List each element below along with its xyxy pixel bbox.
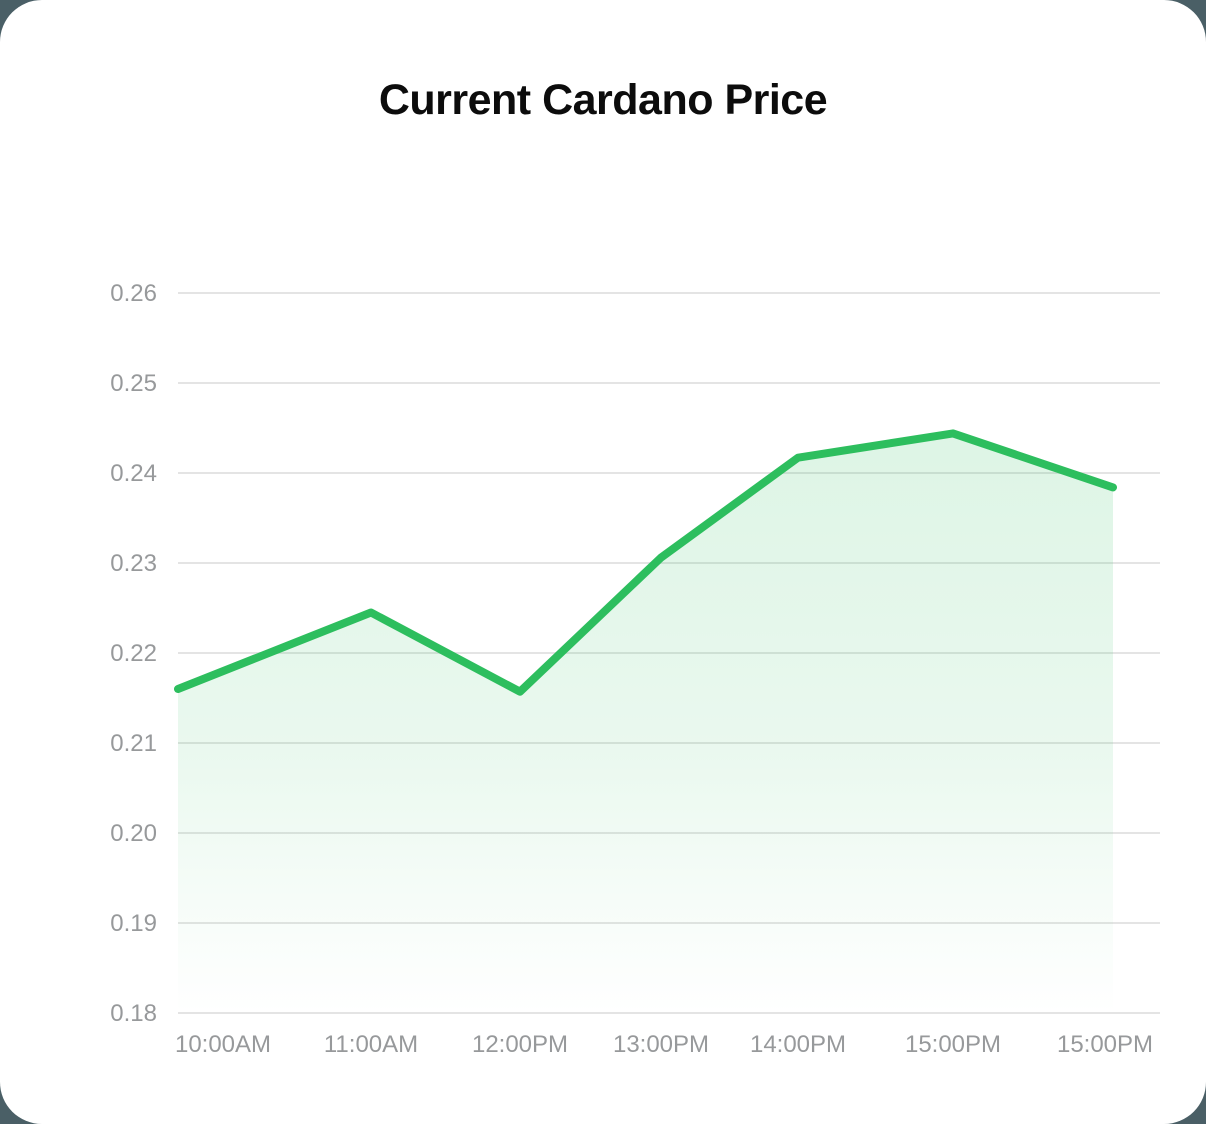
y-tick-label: 0.25 [110,370,157,397]
y-tick-label: 0.18 [110,1000,157,1027]
x-tick-label: 10:00AM [175,1031,271,1058]
price-area [178,433,1113,1013]
x-tick-label: 14:00PM [750,1031,846,1058]
x-tick-label: 11:00AM [324,1031,418,1058]
x-tick-label: 12:00PM [472,1031,568,1058]
y-tick-label: 0.19 [110,910,157,937]
x-tick-label: 15:00PM [1057,1031,1153,1058]
y-tick-label: 0.23 [110,550,157,577]
chart-title: Current Cardano Price [378,76,828,124]
y-tick-label: 0.20 [110,820,157,847]
x-tick-label: 15:00PM [905,1031,1001,1058]
y-tick-label: 0.26 [110,280,157,307]
price-line [174,429,1117,696]
y-tick-label: 0.24 [110,460,157,487]
y-tick-label: 0.22 [110,640,157,667]
y-tick-label: 0.21 [110,730,157,757]
x-tick-label: 13:00PM [613,1031,709,1058]
